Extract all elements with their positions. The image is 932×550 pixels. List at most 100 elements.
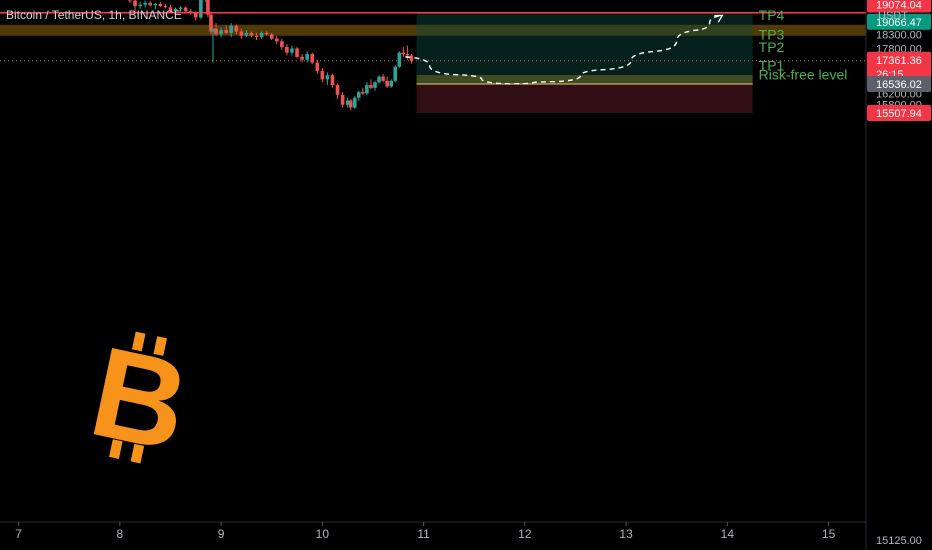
x-tick-label: 7 xyxy=(15,527,22,541)
x-tick-label: 12 xyxy=(518,527,532,541)
candle-body xyxy=(340,94,345,105)
candle-body xyxy=(224,30,228,33)
candle-body xyxy=(158,3,163,7)
candle-body xyxy=(234,25,239,32)
supply-zone xyxy=(0,24,866,36)
y-tick-label: 18300.00 xyxy=(876,29,922,41)
candle-body xyxy=(300,56,304,60)
price-label: 15507.94 xyxy=(876,108,922,120)
price-label: 17361.36 xyxy=(876,55,922,67)
bitcoin-logo-bar-top-left xyxy=(131,331,146,352)
candle-body xyxy=(409,55,414,61)
candlestick-series xyxy=(128,0,414,111)
candle-body xyxy=(290,48,294,53)
candle-body xyxy=(357,92,361,98)
candle-body xyxy=(269,34,274,39)
y-tick-label: 15125.00 xyxy=(876,535,922,547)
candle-body xyxy=(178,7,183,9)
entry-zone xyxy=(416,75,753,85)
currency-label: USDT xyxy=(878,10,908,22)
candle-body xyxy=(393,66,398,81)
candle-body xyxy=(239,31,244,36)
x-tick-label: 14 xyxy=(721,527,735,541)
price-label: 19074.04 xyxy=(876,0,922,12)
candle-body xyxy=(280,41,284,48)
candle-body xyxy=(244,32,249,36)
price-label-box xyxy=(867,104,931,121)
candle-body xyxy=(173,8,178,12)
price-label: 16536.02 xyxy=(876,79,922,91)
candle-body xyxy=(133,0,137,7)
candle-body xyxy=(330,75,335,86)
chart-title: Bitcoin / TetherUS, 1h, BINANCE xyxy=(6,8,182,22)
candle-body xyxy=(264,32,269,35)
candle-body xyxy=(128,0,132,1)
candle-body xyxy=(369,85,373,88)
x-tick-label: 10 xyxy=(316,527,330,541)
candle-body xyxy=(143,2,147,5)
candle-body xyxy=(153,3,158,6)
candle-body xyxy=(219,30,223,35)
time-axis[interactable] xyxy=(0,522,866,550)
candle-body xyxy=(352,97,357,108)
candle-body xyxy=(229,25,234,33)
candle-body xyxy=(249,32,254,36)
candle-body xyxy=(361,92,365,94)
candle-body xyxy=(214,28,218,35)
candle-body xyxy=(345,100,350,105)
candle-body xyxy=(209,14,213,32)
candle-body xyxy=(348,100,353,108)
projection-path xyxy=(405,14,723,85)
price-label-box xyxy=(867,0,931,13)
candle-body xyxy=(325,75,330,80)
candle-body xyxy=(163,6,168,8)
candle-body xyxy=(148,2,153,6)
target-label: TP2 xyxy=(759,39,785,55)
price-label-box xyxy=(867,13,931,30)
x-tick-label: 11 xyxy=(417,527,430,541)
candle-body xyxy=(183,7,188,12)
candle-body xyxy=(254,35,259,38)
candle-body xyxy=(168,7,173,12)
candle-body xyxy=(373,82,377,88)
candle-body xyxy=(274,38,279,42)
bitcoin-logo-bar-bottom-right xyxy=(130,443,145,464)
target-label: Risk-free level xyxy=(759,66,848,82)
candle-body xyxy=(206,0,210,15)
price-label-box xyxy=(867,51,931,82)
candle-body xyxy=(389,80,393,87)
candle-body xyxy=(397,52,402,67)
candle-body xyxy=(259,32,264,38)
candle-body xyxy=(310,54,315,63)
candle-body xyxy=(315,62,320,71)
candle-body xyxy=(211,28,215,32)
bitcoin-logo-bar-top-right xyxy=(153,336,168,356)
candle-body xyxy=(305,54,309,60)
x-tick-label: 13 xyxy=(619,527,633,541)
price-label: 19066.47 xyxy=(876,17,922,29)
candle-body xyxy=(405,54,410,56)
candle-body xyxy=(381,76,385,81)
x-tick-label: 8 xyxy=(117,527,124,541)
candle-body xyxy=(365,85,369,94)
target-label: TP4 xyxy=(759,7,785,23)
x-tick-label: 15 xyxy=(822,527,836,541)
candle-body xyxy=(285,47,289,53)
candle-body xyxy=(295,48,299,57)
target-label: TP1 xyxy=(759,57,785,73)
loss-zone xyxy=(416,84,753,113)
candle-body xyxy=(335,85,340,95)
candle-body xyxy=(377,76,381,83)
candle-body xyxy=(193,13,198,18)
candle-body xyxy=(320,70,325,80)
candle-body xyxy=(199,0,203,18)
target-label: TP3 xyxy=(759,26,785,42)
profit-zone xyxy=(416,12,753,85)
price-label-box xyxy=(867,76,931,93)
bitcoin-logo-bar-bottom-left xyxy=(109,439,123,459)
candle-body xyxy=(401,52,406,55)
candle-body xyxy=(385,80,389,87)
x-tick-label: 9 xyxy=(218,527,225,541)
projection-arrowhead xyxy=(714,14,724,23)
